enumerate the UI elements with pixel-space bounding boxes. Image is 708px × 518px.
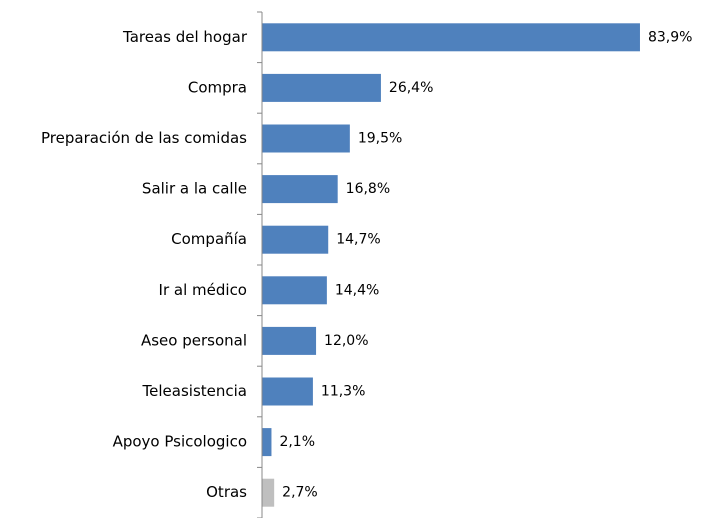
category-label: Teleasistencia bbox=[142, 382, 247, 400]
category-label: Ir al médico bbox=[159, 281, 247, 299]
category-label: Compañía bbox=[171, 230, 247, 248]
bar bbox=[262, 23, 640, 52]
value-label: 16,8% bbox=[346, 181, 390, 197]
bar bbox=[262, 428, 272, 457]
category-label: Preparación de las comidas bbox=[41, 129, 247, 147]
bar bbox=[262, 326, 317, 355]
category-label: Apoyo Psicologico bbox=[113, 433, 247, 451]
value-label: 83,9% bbox=[648, 29, 692, 45]
value-label: 19,5% bbox=[358, 131, 402, 147]
value-label: 14,4% bbox=[335, 282, 379, 298]
category-label: Aseo personal bbox=[141, 331, 247, 349]
category-label: Tareas del hogar bbox=[122, 28, 248, 46]
value-label: 12,0% bbox=[324, 333, 368, 349]
bar bbox=[262, 377, 313, 406]
bar bbox=[262, 73, 381, 102]
category-label: Otras bbox=[206, 483, 247, 501]
bar bbox=[262, 175, 338, 204]
value-label: 2,1% bbox=[279, 434, 315, 450]
category-label: Salir a la calle bbox=[142, 180, 247, 198]
value-label: 14,7% bbox=[336, 232, 380, 248]
value-label: 26,4% bbox=[389, 80, 433, 96]
value-label: 11,3% bbox=[321, 384, 365, 400]
category-label: Compra bbox=[188, 78, 247, 96]
bar bbox=[262, 225, 329, 254]
bar bbox=[262, 276, 327, 305]
bar bbox=[262, 124, 350, 153]
value-label: 2,7% bbox=[282, 485, 318, 501]
bar bbox=[262, 478, 275, 507]
